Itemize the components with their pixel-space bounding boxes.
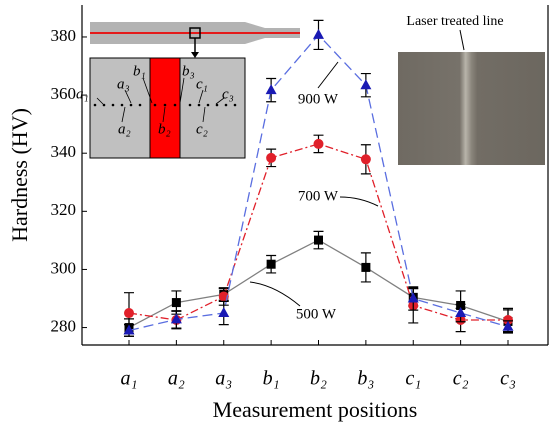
marker: [171, 298, 181, 308]
y-tick-label: 380: [51, 26, 77, 45]
marker: [123, 324, 135, 335]
marker: [266, 259, 276, 269]
marker: [218, 307, 230, 318]
marker: [313, 28, 324, 39]
x-tick-label: c₂: [453, 368, 469, 390]
marker: [360, 154, 371, 165]
marker: [314, 235, 323, 245]
inset-diagram: a₁ a₂ a₃ b₁ b₂ b₃ c₁ c₂ c₃: [76, 22, 300, 159]
marker: [361, 262, 371, 272]
label-arrow: [249, 281, 301, 307]
marker: [313, 138, 324, 149]
dots: [93, 103, 237, 107]
inset-label: b₂: [158, 121, 171, 137]
inset-label: c₁: [196, 76, 208, 92]
inset-label: c₃: [222, 86, 234, 102]
annotation-arrow: [459, 29, 465, 51]
x-tick-label: b₃: [357, 368, 374, 390]
marker: [502, 320, 514, 331]
series-label: 900 W: [298, 91, 339, 107]
x-tick-label: a₂: [168, 368, 185, 390]
y-tick-label: 300: [51, 258, 77, 277]
x-tick-label: b₂: [310, 368, 327, 390]
x-tick-label: c₁: [405, 368, 421, 390]
photo: [398, 52, 545, 165]
y-tick-label: 320: [51, 200, 77, 219]
marker: [407, 292, 419, 303]
annotation: Laser treated line: [406, 14, 503, 29]
marker: [124, 308, 134, 319]
x-tick-label: a₃: [215, 368, 232, 390]
inset-label: c₂: [196, 121, 208, 137]
y-tick-label: 360: [51, 84, 77, 103]
marker: [170, 313, 182, 324]
marker: [265, 84, 277, 95]
label-arrow: [339, 196, 379, 207]
y-axis-label: Hardness (HV): [7, 108, 32, 242]
marker: [455, 307, 467, 318]
marker: [503, 315, 513, 326]
series-label: 500 W: [296, 306, 337, 322]
y-tick-label: 280: [51, 316, 77, 335]
x-tick-label: c₃: [500, 368, 516, 390]
y-tick-label: 340: [51, 142, 77, 161]
marker: [266, 152, 277, 163]
x-tick-label: a₁: [121, 368, 138, 390]
inset-label: b₁: [133, 63, 146, 79]
label-arrow: [317, 61, 339, 89]
zoom-arrow-head: [191, 52, 199, 58]
inset-label: b₃: [182, 63, 195, 79]
inset-label: a₃: [117, 76, 130, 92]
inset-label: a₂: [118, 121, 131, 137]
series-line: [128, 143, 508, 321]
x-tick-label: b₁: [263, 368, 280, 390]
leader-lines: [96, 77, 225, 123]
series-label: 700 W: [298, 188, 339, 204]
marker: [360, 79, 372, 90]
x-axis-label: Measurement positions: [213, 397, 418, 422]
